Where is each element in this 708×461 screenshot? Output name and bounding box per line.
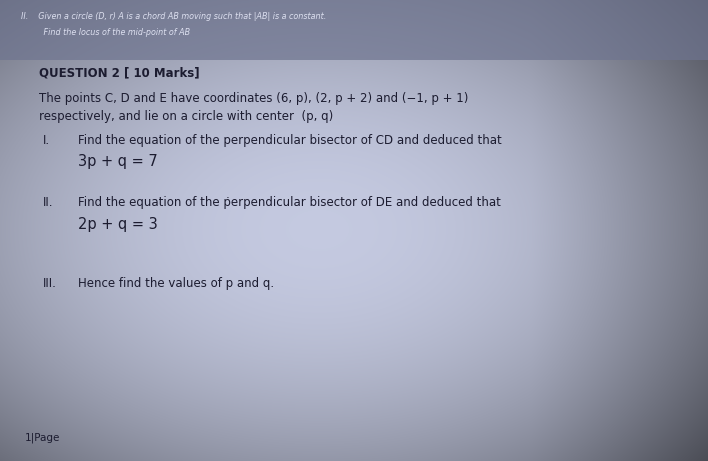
Text: 2p + q = 3: 2p + q = 3 bbox=[78, 217, 158, 232]
Text: QUESTION 2 [ 10 Marks]: QUESTION 2 [ 10 Marks] bbox=[39, 67, 200, 80]
Bar bbox=[0, 0, 708, 60]
Text: I.: I. bbox=[42, 134, 50, 147]
Text: II.: II. bbox=[42, 196, 53, 209]
Text: 3p + q = 7: 3p + q = 7 bbox=[78, 154, 158, 170]
Text: Find the equation of the perpendicular bisector of CD and deduced that: Find the equation of the perpendicular b… bbox=[78, 134, 502, 147]
Text: III.: III. bbox=[42, 277, 57, 290]
Text: 1|Page: 1|Page bbox=[25, 432, 60, 443]
Text: Hence find the values of p and q.: Hence find the values of p and q. bbox=[78, 277, 274, 290]
Text: respectively, and lie on a circle with center  (p, q): respectively, and lie on a circle with c… bbox=[39, 110, 333, 123]
Text: II.    Given a circle (D, r) A is a chord AB moving such that |AB| is a constant: II. Given a circle (D, r) A is a chord A… bbox=[21, 12, 326, 21]
Text: Find the equation of the ṗerpendicular bisector of DE and deduced that: Find the equation of the ṗerpendicular … bbox=[78, 196, 501, 209]
Text: Find the locus of the mid-point of AB: Find the locus of the mid-point of AB bbox=[21, 28, 190, 37]
Text: The points C, D and E have coordinates (6, p), (2, p + 2) and (−1, p + 1): The points C, D and E have coordinates (… bbox=[39, 92, 468, 105]
